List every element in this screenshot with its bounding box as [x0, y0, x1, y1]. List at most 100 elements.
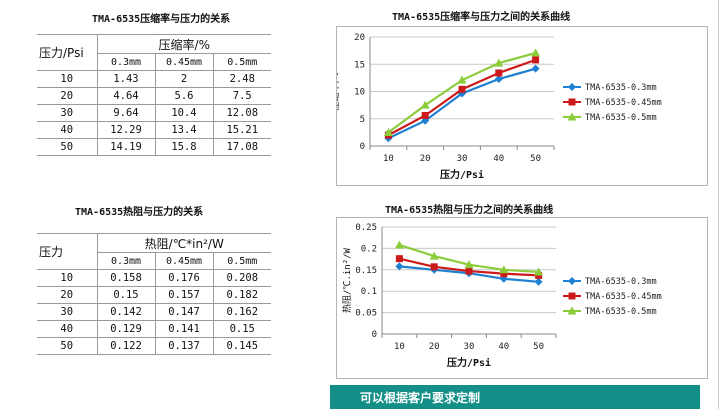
data-point [395, 262, 404, 271]
value-cell: 0.142 [96, 303, 155, 321]
y-axis-title: 热阻/℃.in²/W [341, 247, 353, 313]
thermal-resistance-table: 压力 热阻/℃*in²/W 0.3mm 0.45mm 0.5mm 10 0.158… [37, 233, 271, 355]
x-axis-title: 压力/Psi [440, 168, 484, 181]
value-cell: 10.4 [154, 104, 213, 122]
value-cell: 0.15 [212, 320, 271, 338]
data-point [494, 58, 504, 67]
col-header: 0.3mm [96, 252, 155, 270]
table-row: 10 0.158 0.176 0.208 [37, 269, 271, 287]
value-cell: 15.21 [212, 121, 272, 139]
value-cell: 17.08 [212, 138, 272, 156]
y-tick-label: 0 [372, 330, 377, 340]
x-tick-label: 30 [457, 154, 468, 164]
table-row: 20 4.64 5.6 7.5 [37, 87, 272, 105]
data-point [499, 265, 509, 274]
table2-title: TMA-6535热阻与压力的关系 [75, 207, 204, 218]
value-cell: 0.147 [154, 303, 213, 321]
group-header: 压缩率/% [96, 34, 272, 54]
legend-marker [568, 98, 576, 106]
x-tick-label: 10 [383, 154, 394, 164]
chart2-title: TMA-6535热阻与压力之间的关系曲线 [385, 205, 554, 216]
y-tick-label: 15 [354, 60, 365, 70]
data-point [394, 240, 404, 249]
table-row: 50 14.19 15.8 17.08 [37, 138, 272, 156]
table-row: 30 9.64 10.4 12.08 [37, 104, 272, 122]
thermal-chart-area: 0 0.05 0.1 0.15 0.2 0.25 10 20 30 40 50 压力/Psi 热阻/℃.… [336, 217, 708, 379]
data-point [500, 270, 508, 278]
group-header: 热阻/℃*in²/W [96, 233, 271, 253]
pressure-cell: 20 [37, 87, 97, 105]
x-tick-label: 40 [493, 154, 504, 164]
pressure-cell: 40 [37, 320, 97, 338]
value-cell: 0.141 [154, 320, 213, 338]
value-cell: 0.208 [212, 269, 271, 287]
thermal-chart: 0 0.05 0.1 0.15 0.2 0.25 10 20 30 40 50 压力/Psi 热阻/℃.… [341, 223, 662, 369]
col-header: 0.3mm [96, 53, 155, 71]
legend-label: TMA-6535-0.3mm [585, 83, 657, 93]
data-point [532, 56, 540, 64]
compression-chart: 0 5 10 15 20 10 20 30 40 50 压力/Psi 压缩率/% TMA-6535-0.… [329, 33, 662, 181]
col-header: 0.45mm [154, 53, 213, 71]
legend-label: TMA-6535-0.5mm [585, 307, 657, 317]
data-point [421, 111, 429, 119]
data-point [531, 48, 541, 57]
pressure-cell: 10 [37, 269, 97, 287]
pressure-cell: 50 [37, 138, 97, 156]
value-cell: 2 [154, 70, 213, 88]
pressure-cell: 40 [37, 121, 97, 139]
pressure-cell: 50 [37, 337, 97, 355]
table-row: 20 0.15 0.157 0.182 [37, 286, 271, 304]
data-point [420, 100, 430, 109]
legend-label: TMA-6535-0.45mm [585, 292, 662, 302]
value-cell: 0.176 [154, 269, 213, 287]
y-tick-label: 0.25 [355, 223, 377, 233]
x-tick-label: 40 [498, 342, 509, 352]
value-cell: 15.8 [154, 138, 213, 156]
table-row: 40 12.29 13.4 15.21 [37, 121, 272, 139]
pressure-cell: 20 [37, 286, 97, 304]
pressure-cell: 10 [37, 70, 97, 88]
series-line [387, 58, 536, 137]
legend-marker [567, 306, 577, 315]
value-cell: 0.129 [96, 320, 155, 338]
data-point [458, 85, 466, 93]
data-point [465, 267, 473, 275]
table1-title: TMA-6535压缩率与压力的关系 [92, 14, 231, 25]
x-tick-label: 50 [533, 342, 544, 352]
value-cell: 12.29 [96, 121, 155, 139]
value-cell: 0.158 [96, 269, 155, 287]
y-axis-title: 压缩率/% [337, 72, 341, 110]
y-tick-label: 10 [354, 88, 365, 98]
customization-banner: 可以根据客户要求定制 [330, 385, 700, 409]
value-cell: 0.145 [212, 337, 271, 355]
chart1-title: TMA-6535压缩率与压力之间的关系曲线 [392, 12, 571, 23]
value-cell: 13.4 [154, 121, 213, 139]
data-point [494, 75, 503, 84]
x-tick-label: 20 [420, 154, 431, 164]
value-cell: 9.64 [96, 104, 155, 122]
y-tick-label: 0.2 [361, 244, 377, 254]
col-header: 0.5mm [212, 53, 272, 71]
value-cell: 2.48 [212, 70, 272, 88]
value-cell: 12.08 [212, 104, 272, 122]
data-point [429, 251, 439, 260]
y-tick-label: 0.15 [355, 266, 377, 276]
value-cell: 7.5 [212, 87, 272, 105]
table-row: 50 0.122 0.137 0.145 [37, 337, 271, 355]
compression-chart-area: 0 5 10 15 20 10 20 30 40 50 压力/Psi 压缩率/% TMA-6535-0.… [329, 26, 708, 186]
x-tick-label: 30 [464, 342, 475, 352]
x-axis-title: 压力/Psi [447, 356, 491, 369]
col-header: 0.5mm [212, 252, 271, 270]
pressure-cell: 30 [37, 303, 97, 321]
x-tick-label: 20 [429, 342, 440, 352]
col-header: 0.45mm [154, 252, 213, 270]
row-header: 压力/Psi [37, 34, 97, 71]
y-tick-label: 0.1 [361, 287, 377, 297]
column-gridline [718, 0, 719, 409]
value-cell: 0.157 [154, 286, 213, 304]
data-point [534, 277, 543, 286]
legend-marker [568, 277, 576, 285]
legend-marker [568, 292, 576, 300]
x-tick-label: 50 [530, 154, 541, 164]
y-tick-label: 20 [354, 33, 365, 43]
